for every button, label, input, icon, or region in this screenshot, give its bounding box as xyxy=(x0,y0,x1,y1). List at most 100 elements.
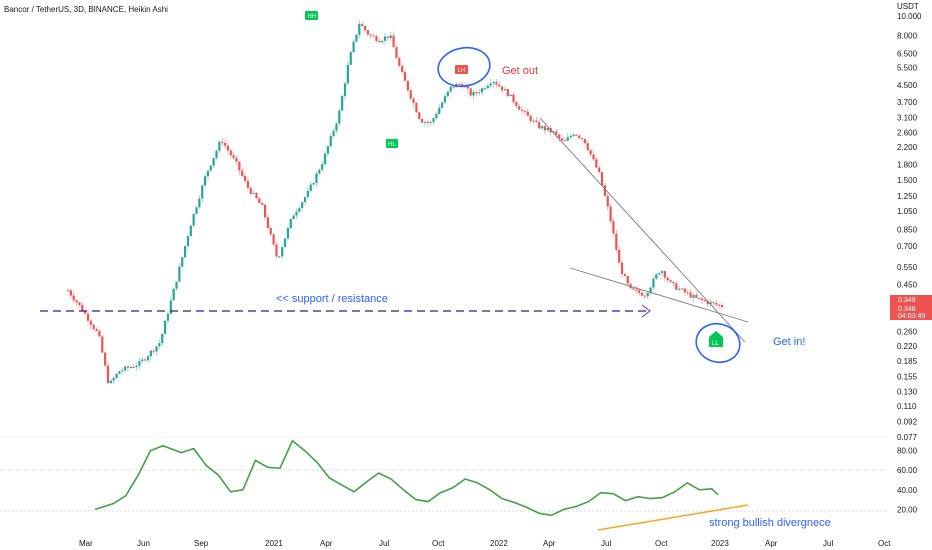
support-resistance-label: << support / resistance xyxy=(276,293,388,305)
candle-body xyxy=(492,82,495,84)
candle-body xyxy=(144,359,147,361)
candle-body xyxy=(429,122,432,124)
swing-label-hl: HL xyxy=(386,139,398,148)
candle-body xyxy=(335,123,338,131)
price-axis-unit: USDT xyxy=(897,2,919,11)
candle-body xyxy=(703,300,706,302)
candle-body xyxy=(189,225,192,237)
candle-body xyxy=(318,169,321,174)
candle-body xyxy=(289,219,292,229)
time-tick-label: Jul xyxy=(601,539,611,548)
price-axis[interactable]: USDT 10.000 8.000 6.500 5.500 4.500 3.700 3.10… xyxy=(897,2,922,442)
swing-label-ll: LL xyxy=(709,331,723,347)
candle-body xyxy=(229,150,232,156)
candle-body xyxy=(78,302,81,305)
candle-body xyxy=(172,288,175,301)
candle-body xyxy=(538,122,541,129)
candle-body xyxy=(421,118,424,123)
price-tick-label: 0.185 xyxy=(897,357,918,366)
candle-body xyxy=(389,35,392,38)
chart-title: Bancor / TetherUS, 3D, BINANCE, Heikin A… xyxy=(4,5,168,14)
candle-body xyxy=(423,121,427,123)
svg-text:LL: LL xyxy=(712,341,719,347)
indicator-axis[interactable]: 80.00 60.00 40.00 20.00 xyxy=(897,447,918,515)
candle-body xyxy=(461,84,464,87)
candle-body xyxy=(346,64,349,84)
candle-body xyxy=(263,204,267,218)
last-price-a: 0.349 xyxy=(898,297,916,304)
candle-body xyxy=(72,295,75,301)
candle-body xyxy=(246,181,250,188)
get-out-circle[interactable] xyxy=(435,44,493,90)
candle-body xyxy=(438,107,441,115)
candle-body xyxy=(520,109,524,111)
candle-body xyxy=(164,320,167,334)
candle-body xyxy=(321,164,324,170)
candle-body xyxy=(212,157,215,166)
candle-body xyxy=(589,150,592,155)
price-tick-label: 0.850 xyxy=(897,225,918,234)
candle-body xyxy=(315,173,318,183)
candle-body xyxy=(124,366,127,371)
candle-body xyxy=(278,256,281,258)
candle-body xyxy=(152,350,155,352)
candle-body xyxy=(403,72,407,81)
candle-body xyxy=(138,361,141,366)
candle-body xyxy=(686,292,689,294)
candle-body xyxy=(295,211,298,216)
time-tick-label: Jun xyxy=(137,539,150,548)
time-tick-label: Sep xyxy=(194,539,209,548)
candle-body xyxy=(466,86,469,89)
candle-body xyxy=(375,36,378,41)
candle-body xyxy=(426,121,429,123)
candle-body xyxy=(603,185,607,196)
wedge-support-trendline[interactable] xyxy=(569,267,749,323)
candle-body xyxy=(486,85,489,89)
price-tick-label: 1.800 xyxy=(897,160,918,169)
candle-body xyxy=(515,102,518,107)
get-in-circle[interactable] xyxy=(692,319,744,367)
candle-body xyxy=(221,141,224,143)
candle-body xyxy=(481,88,484,93)
candle-body xyxy=(580,137,584,139)
candle-body xyxy=(415,102,418,113)
candle-body xyxy=(398,58,401,66)
candle-body xyxy=(112,378,115,381)
price-tick-label: 0.155 xyxy=(897,372,918,381)
candle-body xyxy=(358,24,361,35)
time-tick-label: Jul xyxy=(379,539,389,548)
candle-body xyxy=(298,208,301,212)
candle-body xyxy=(446,91,449,97)
descending-trendline[interactable] xyxy=(539,117,746,343)
candle-body xyxy=(583,138,587,144)
candle-body xyxy=(343,83,347,97)
candle-body xyxy=(215,150,218,158)
candle-body xyxy=(178,266,181,282)
candle-body xyxy=(286,228,290,239)
candle-body xyxy=(700,298,704,301)
candle-body xyxy=(558,134,561,139)
price-tick-label: 8.000 xyxy=(897,31,918,40)
candle-body xyxy=(115,373,118,379)
divergence-trendline[interactable] xyxy=(597,504,749,531)
time-axis[interactable]: Mar Jun Sep 2021 Apr Jul Oct 2022 Apr Jul Oct 2023 A… xyxy=(79,539,891,548)
candle-body xyxy=(269,228,272,235)
candle-body xyxy=(329,135,332,147)
candle-body xyxy=(406,80,409,91)
candle-body xyxy=(101,336,104,353)
candle-body xyxy=(312,182,315,185)
indicator-tick-label: 60.00 xyxy=(897,466,918,475)
candle-body xyxy=(132,367,135,369)
candle-body xyxy=(452,86,455,88)
candle-body xyxy=(301,202,304,209)
candle-body xyxy=(109,380,112,384)
candle-body xyxy=(552,131,555,133)
candle-body xyxy=(292,215,295,220)
candle-body xyxy=(283,238,287,248)
candle-body xyxy=(372,35,375,37)
last-price-countdown: 04:03:49 xyxy=(898,313,925,320)
candle-body xyxy=(666,277,669,281)
candle-body xyxy=(146,356,150,361)
candle-body xyxy=(201,185,204,199)
candle-body xyxy=(378,40,381,43)
